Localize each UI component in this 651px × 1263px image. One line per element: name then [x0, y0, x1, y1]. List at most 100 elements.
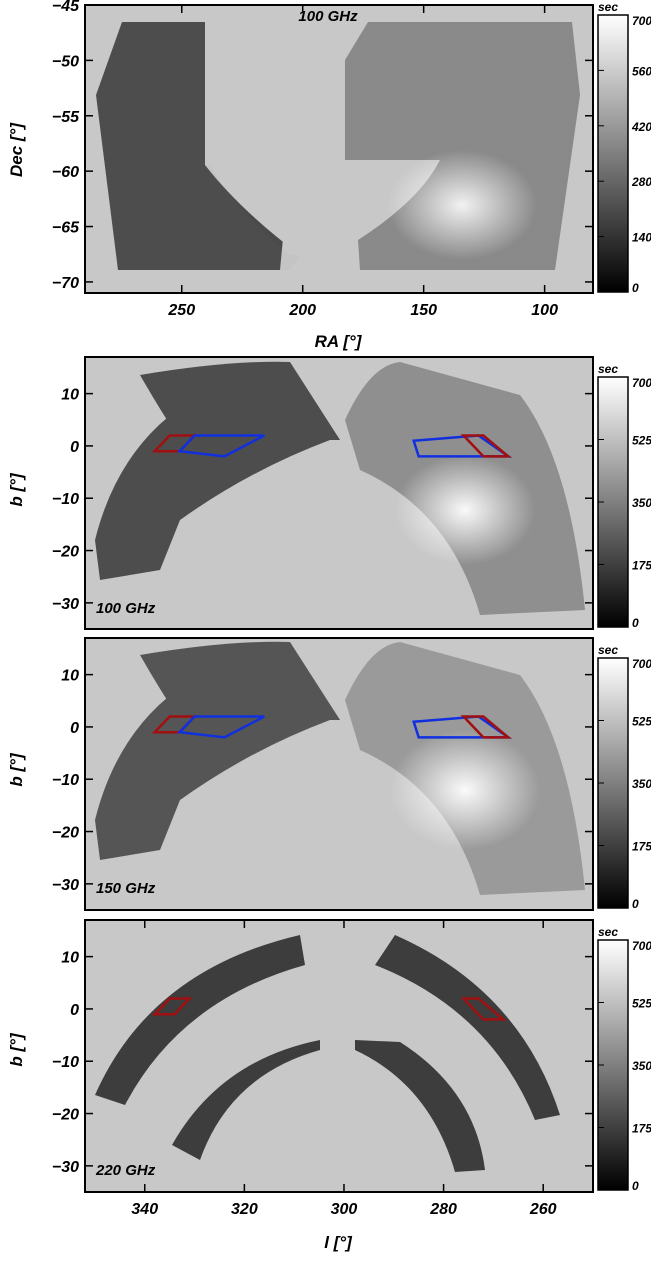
- colorbar-tick-label: 1750: [632, 559, 651, 573]
- y-tick-label: −55: [52, 109, 80, 126]
- footprint-left: [96, 22, 300, 270]
- field-polygon: [460, 715, 512, 739]
- y-tick-label: −10: [52, 491, 79, 508]
- colorbar-tick-label: 7000: [632, 14, 651, 28]
- y-tick-label: 0: [70, 720, 79, 737]
- y-axis-title: b [°]: [7, 472, 26, 507]
- colorbar-tick-label: 3500: [632, 496, 651, 510]
- x-ticks: 340 320 300 280 260: [131, 920, 557, 1218]
- colorbar-ticks: 0 1750 3500 5250 7000: [598, 939, 651, 1193]
- colorbar-tick-label: 5250: [632, 715, 651, 729]
- colorbar-tick-label: 3500: [632, 777, 651, 791]
- y-tick-label: −30: [52, 1159, 79, 1176]
- colorbar-unit: sec: [598, 362, 618, 376]
- field-polygon: [460, 434, 512, 458]
- y-tick-label: −50: [52, 53, 79, 70]
- colorbar: sec 0 1750 3500 5250 7000: [597, 925, 651, 1193]
- polygons: [151, 715, 513, 739]
- y-axis-title: b [°]: [7, 1032, 26, 1067]
- x-axis-title: RA [°]: [315, 332, 363, 351]
- y-axis-title: b [°]: [7, 752, 26, 787]
- x-tick-label: 150: [410, 302, 437, 319]
- y-axis-title: Dec [°]: [7, 122, 26, 177]
- field-polygon: [151, 997, 193, 1016]
- colorbar-tick-label: 1400: [632, 231, 651, 245]
- colorbar-tick-label: 5600: [632, 64, 651, 78]
- y-tick-label: 0: [70, 1002, 79, 1019]
- colorbar-ticks: 0 1750 3500 5250 7000: [598, 657, 651, 911]
- y-tick-label: −45: [52, 0, 80, 15]
- x-tick-label: 320: [231, 1201, 258, 1218]
- x-tick-label: 260: [529, 1201, 557, 1218]
- colorbar-tick-label: 0: [632, 281, 639, 295]
- panel-150ghz: 150 GHz 10 0 −10 −20 −30 b [°] sec 0 1750 3500…: [7, 637, 651, 911]
- colorbar-tick-label: 0: [632, 897, 639, 911]
- panel-label: 220 GHz: [95, 1162, 156, 1179]
- colorbar-unit: sec: [598, 925, 618, 939]
- field-polygon: [176, 715, 265, 739]
- footprint-left: [95, 641, 340, 860]
- footprint-right: [345, 642, 585, 895]
- colorbar-scale: [597, 14, 629, 293]
- panel-label: 100 GHz: [96, 600, 156, 617]
- footprint-left: [95, 361, 340, 580]
- footprint-arcs: [95, 935, 560, 1172]
- y-tick-label: 10: [61, 668, 79, 685]
- colorbar-tick-label: 5250: [632, 434, 651, 448]
- panel-220ghz: 220 GHz 340 320 300 280 260 10 0 −10 −20 −30 l […: [7, 919, 651, 1252]
- colorbar-tick-label: 1750: [632, 1122, 651, 1136]
- panel-label: 150 GHz: [96, 880, 156, 897]
- x-tick-label: 340: [131, 1201, 158, 1218]
- colorbar-tick-label: 2800: [631, 175, 651, 189]
- y-tick-label: −65: [52, 220, 80, 237]
- colorbar-tick-label: 7000: [632, 376, 651, 390]
- field-polygon: [176, 434, 265, 458]
- colorbar-tick-label: 4200: [631, 120, 651, 134]
- panel-radec: 100 GHz 250 200 150 100 −45−50−55−60−65−70 …: [7, 0, 651, 351]
- y-tick-label: −20: [52, 544, 79, 561]
- x-tick-label: 300: [331, 1201, 358, 1218]
- x-ticks: 250 200 150 100: [167, 5, 558, 319]
- y-ticks: −45 −50 −55 −60 −65 −70: [52, 0, 593, 292]
- y-tick-label: 10: [61, 387, 79, 404]
- colorbar-ticks: 0 1750 3500 5250 7000: [598, 376, 651, 630]
- panel-label: 100 GHz: [298, 8, 358, 25]
- polygons: [151, 434, 513, 458]
- colorbar: sec 0 1750 3500 5250 7000: [597, 643, 651, 911]
- y-tick-label: −10: [52, 1054, 79, 1071]
- y-ticks: 10 0 −10 −20 −30: [52, 668, 593, 894]
- x-tick-label: 280: [429, 1201, 457, 1218]
- footprint-right: [345, 362, 585, 615]
- y-tick-label: −60: [52, 164, 79, 181]
- y-tick-label: 0: [70, 439, 79, 456]
- x-tick-label: 100: [531, 302, 558, 319]
- y-tick-label: −30: [52, 596, 79, 613]
- colorbar-tick-label: 1750: [632, 840, 651, 854]
- colorbar-tick-label: 0: [632, 1179, 639, 1193]
- y-ticks: 10 0 −10 −20 −30: [52, 950, 593, 1176]
- colorbar-tick-label: 3500: [632, 1059, 651, 1073]
- footprint-right: [345, 22, 580, 270]
- y-tick-label: −10: [52, 772, 79, 789]
- y-ticks: 10 0 −10 −20 −30: [52, 387, 593, 613]
- colorbar-tick-label: 0: [632, 616, 639, 630]
- y-tick-label: −70: [52, 275, 79, 292]
- colorbar-unit: sec: [598, 0, 618, 14]
- field-polygon: [460, 997, 507, 1021]
- colorbar-tick-label: 7000: [632, 939, 651, 953]
- x-tick-label: 200: [288, 302, 316, 319]
- colorbar-unit: sec: [598, 643, 618, 657]
- colorbar: sec 0 1400 2800 4200 5600 7000: [597, 0, 651, 295]
- y-tick-label: −20: [52, 825, 79, 842]
- panel-100ghz: 100 GHz 10 0 −10 −20 −30 b [°] sec 0 1750 3500…: [7, 356, 651, 630]
- x-tick-label: 250: [167, 302, 195, 319]
- x-axis-title: l [°]: [324, 1233, 353, 1252]
- colorbar-tick-label: 5250: [632, 997, 651, 1011]
- y-tick-label: −20: [52, 1107, 79, 1124]
- colorbar-tick-label: 7000: [632, 657, 651, 671]
- y-tick-label: 10: [61, 950, 79, 967]
- polygons: [151, 997, 507, 1021]
- y-tick-label: −30: [52, 877, 79, 894]
- colorbar: sec 0 1750 3500 5250 7000: [597, 362, 651, 630]
